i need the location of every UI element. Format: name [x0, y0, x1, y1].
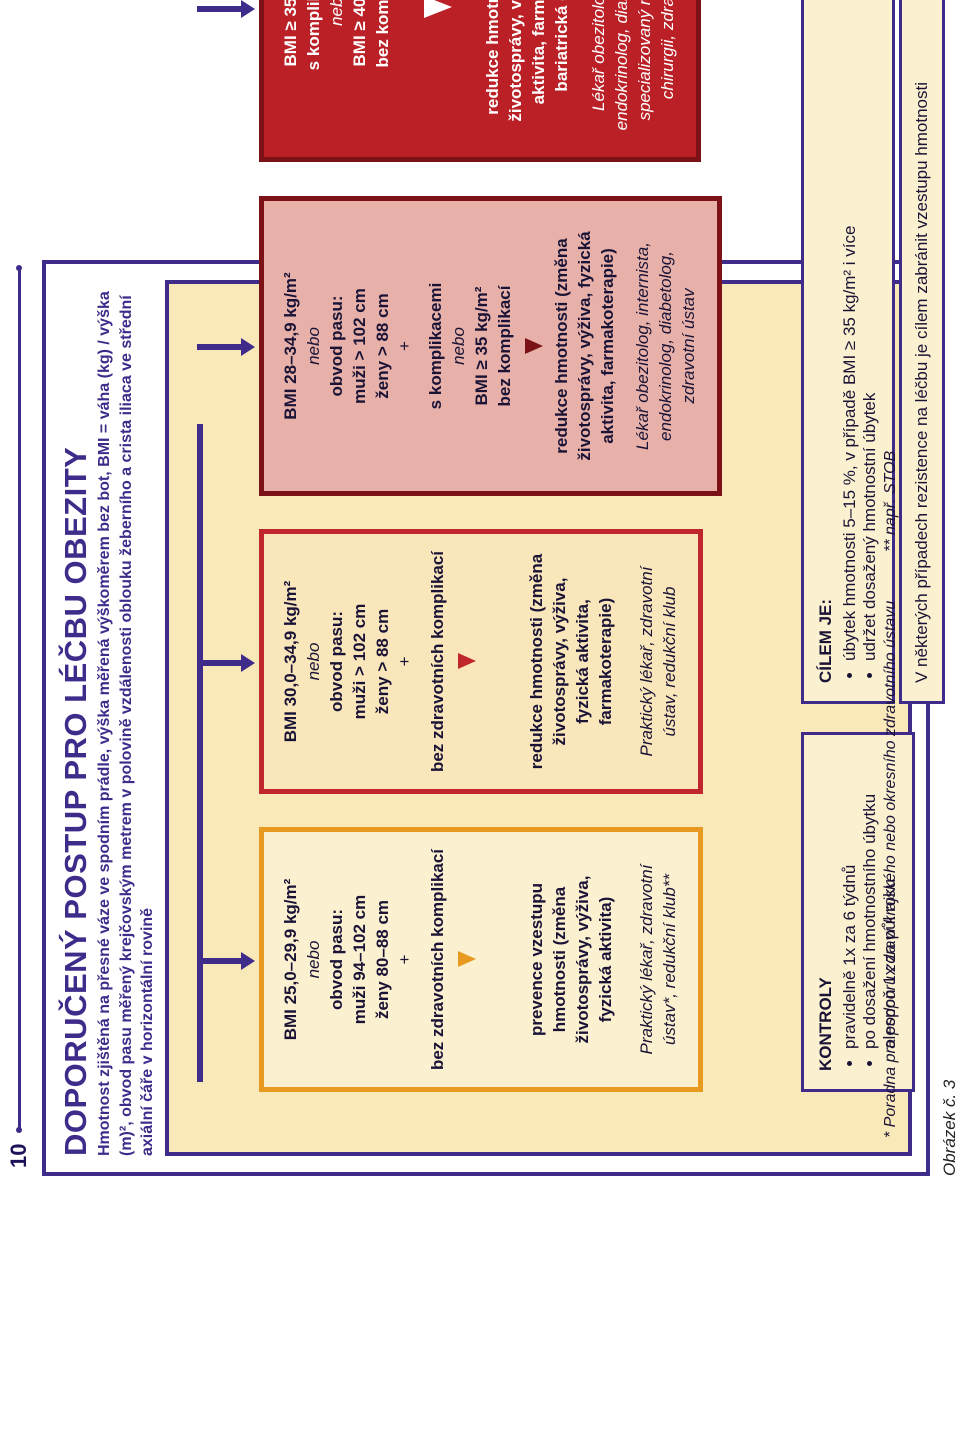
c3-bmi2: BMI ≥ 35 kg/m² [471, 215, 494, 477]
c4-who: Lékař obezitolog, internista, endokrinol… [588, 0, 680, 143]
arrowhead-4 [241, 0, 255, 18]
cilem-head: CÍLEM JE: [816, 0, 836, 683]
cilem-list: úbytek hmotnosti 5–15 %, v případě BMI ≥… [840, 0, 880, 683]
c3-who: Lékař obezitolog, internista, endokrinol… [632, 215, 701, 477]
c3-plus: + [394, 215, 417, 477]
card-darkred: BMI ≥ 35 kg/m² s komplikacemi nebo BMI ≥… [259, 0, 701, 162]
card-orange: BMI 25,0–29,9 kg/m² nebo obvod pasu: muž… [259, 827, 703, 1092]
c3-waist-m: muži > 102 cm [349, 215, 372, 477]
card-red: BMI 30,0–34,9 kg/m² nebo obvod pasu: muž… [259, 529, 703, 794]
c2-plus: + [394, 548, 417, 775]
c1-waist-m: muži 94–102 cm [349, 846, 372, 1073]
c1-waist-label: obvod pasu: [326, 846, 349, 1073]
title-sub: Hmotnost zjištěná na přesné váze ve spod… [94, 280, 159, 1156]
c4-arrow-icon [424, 0, 452, 18]
c2-bmi: BMI 30,0–34,9 kg/m² [280, 548, 303, 775]
cilem-item-1: úbytek hmotnosti 5–15 %, v případě BMI ≥… [840, 0, 860, 661]
c1-bmi: BMI 25,0–29,9 kg/m² [280, 846, 303, 1073]
connector-v1 [197, 958, 243, 964]
c3-arrow-icon [525, 338, 543, 354]
c3-complic1: s komplikacemi [425, 215, 448, 477]
box-cilem: CÍLEM JE: úbytek hmotnosti 5–15 %, v pří… [801, 0, 895, 704]
rotated-content: 10 DOPORUČENÝ POSTUP PRO LÉČBU OBEZITY H… [0, 238, 960, 1198]
arrowhead-1 [241, 952, 255, 970]
c3-nebo2: nebo [448, 215, 471, 477]
connector-v3 [197, 344, 243, 350]
c2-waist-f: ženy > 88 cm [372, 548, 395, 775]
c4-complic2: bez komplikací [372, 0, 395, 143]
c1-plus: + [394, 846, 417, 1073]
c2-action: redukce hmotnosti (změna životosprávy, v… [526, 548, 618, 775]
c2-nebo: nebo [303, 548, 326, 775]
c3-nebo1: nebo [303, 215, 326, 477]
cilem-item-2: udržet dosažený hmotnostní úbytek [860, 0, 880, 661]
c2-waist-label: obvod pasu: [326, 548, 349, 775]
c1-nebo: nebo [303, 846, 326, 1073]
note-text: V některých případech rezistence na léčb… [912, 82, 931, 683]
c2-who: Praktický lékař, zdravotní ústav, redukč… [636, 548, 682, 775]
c3-bmi: BMI 28–34,9 kg/m² [280, 215, 303, 477]
c4-action: redukce hmotnosti (změna životosprávy, v… [482, 0, 574, 143]
connector-v4 [197, 6, 243, 12]
page: 10 DOPORUČENÝ POSTUP PRO LÉČBU OBEZITY H… [0, 0, 960, 1436]
body-panel: BMI 25,0–29,9 kg/m² nebo obvod pasu: muž… [165, 280, 912, 1156]
c1-who: Praktický lékař, zdravotní ústav*, reduk… [636, 846, 682, 1073]
top-strip: 10 [0, 238, 38, 1198]
c2-arrow-icon [458, 654, 476, 670]
c3-complic2: bez komplikací [494, 215, 517, 477]
c4-bmi2: BMI ≥ 40 kg/m² [349, 0, 372, 143]
c1-action: prevence vzestupu hmotnosti (změna život… [526, 846, 618, 1073]
c3-waist-f: ženy > 88 cm [372, 215, 395, 477]
title-block: DOPORUČENÝ POSTUP PRO LÉČBU OBEZITY Hmot… [58, 280, 159, 1156]
c3-action: redukce hmotnosti (změna životosprávy, v… [551, 215, 620, 477]
connector-origin [197, 1076, 203, 1082]
c4-nebo1: nebo [326, 0, 349, 143]
kontroly-head: KONTROLY [816, 753, 836, 1071]
page-number: 10 [6, 1144, 32, 1168]
c1-waist-f: ženy 80–88 cm [372, 846, 395, 1073]
c4-bmi1: BMI ≥ 35 kg/m² [280, 0, 303, 143]
outer-panel: DOPORUČENÝ POSTUP PRO LÉČBU OBEZITY Hmot… [42, 260, 930, 1176]
connector-v2 [197, 660, 243, 666]
footnote-a: * Poradna pro podporu zdraví krajského n… [882, 601, 899, 1138]
arrowhead-2 [241, 654, 255, 672]
ornament-line [18, 268, 21, 1130]
card-maroon: BMI 28–34,9 kg/m² nebo obvod pasu: muži … [259, 196, 722, 496]
c3-waist-label: obvod pasu: [326, 215, 349, 477]
title-main: DOPORUČENÝ POSTUP PRO LÉČBU OBEZITY [58, 280, 94, 1156]
footnote-b: ** např. STOB [882, 451, 899, 552]
arrowhead-3 [241, 338, 255, 356]
box-note: V některých případech rezistence na léčb… [899, 0, 945, 704]
footnotes: * Poradna pro podporu zdraví krajského n… [882, 451, 900, 1138]
c4-complic1: s komplikacemi [303, 0, 326, 143]
c2-waist-m: muži > 102 cm [349, 548, 372, 775]
c2-complic: bez zdravotních komplikací [427, 548, 450, 775]
c1-arrow-icon [458, 952, 476, 968]
kontroly-item-1: pravidelně 1x za 6 týdnů [840, 753, 860, 1049]
connector-hbar [197, 424, 203, 1082]
c1-complic: bez zdravotních komplikací [427, 846, 450, 1073]
